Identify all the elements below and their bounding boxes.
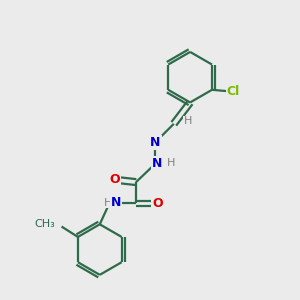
Text: N: N [111,196,121,209]
Text: H: H [104,198,112,208]
Text: H: H [184,116,192,127]
Text: N: N [152,157,162,169]
Text: H: H [167,158,175,168]
Text: Cl: Cl [227,85,240,98]
Text: O: O [109,173,120,186]
Text: N: N [150,136,161,149]
Text: CH₃: CH₃ [34,219,55,229]
Text: O: O [152,197,163,210]
